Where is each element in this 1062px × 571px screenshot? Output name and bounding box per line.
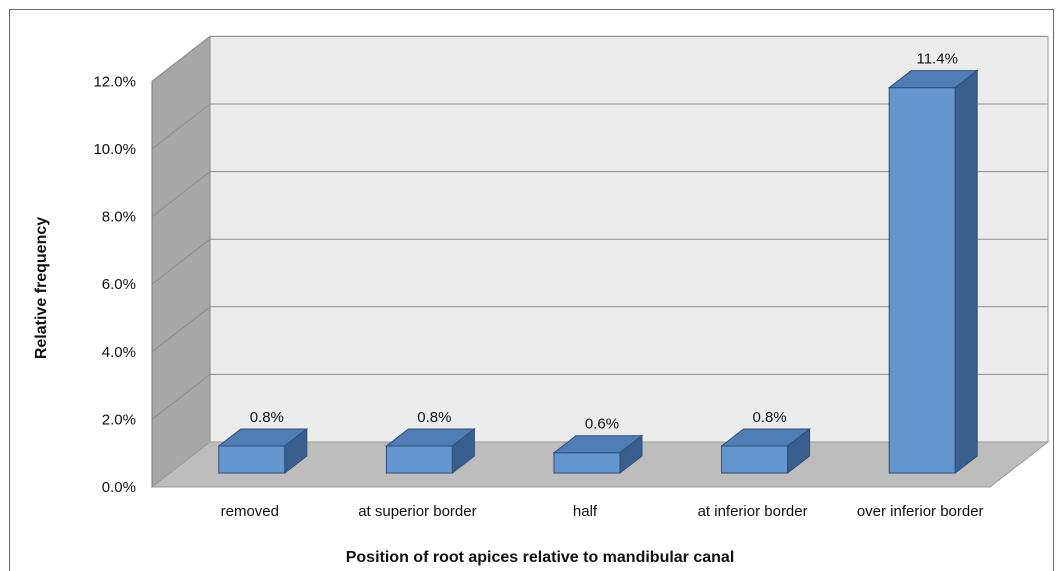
- bar: [218, 445, 286, 474]
- x-tick-label: at inferior border: [698, 503, 808, 520]
- data-label: 0.6%: [585, 416, 619, 433]
- bar: [385, 445, 453, 474]
- data-label: 0.8%: [752, 409, 786, 426]
- bars: 0.8% 0.8% 0.6% 0.8% 11.4%: [217, 51, 979, 475]
- y-tick-labels: 0.0% 2.0% 4.0% 6.0% 8.0% 10.0% 12.0%: [93, 73, 136, 496]
- bar: [721, 445, 789, 474]
- y-tick-label: 12.0%: [93, 73, 136, 90]
- bar-side: [954, 69, 978, 475]
- x-axis-title: Position of root apices relative to mand…: [346, 549, 735, 566]
- gridline-side: [151, 306, 211, 353]
- y-axis-title: Relative frequency: [33, 217, 50, 359]
- y-tick-label: 8.0%: [102, 209, 136, 226]
- gridline-side: [151, 103, 211, 150]
- y-tick-label: 4.0%: [102, 344, 136, 361]
- y-tick-label: 2.0%: [102, 411, 136, 428]
- y-tick-label: 6.0%: [102, 276, 136, 293]
- x-tick-labels: removed at superior border half at inferior…: [221, 503, 984, 520]
- bar: [553, 452, 621, 474]
- y-tick-label: 0.0%: [102, 479, 136, 496]
- gridline-side: [151, 171, 211, 217]
- data-label: 0.8%: [417, 409, 451, 426]
- data-label: 11.4%: [916, 51, 957, 68]
- x-tick-label: over inferior border: [857, 503, 984, 520]
- x-tick-label: half: [573, 503, 598, 520]
- x-tick-label: at superior border: [358, 503, 476, 520]
- bar-side: [284, 427, 308, 475]
- gridline-side: [151, 36, 211, 82]
- bar-side: [787, 427, 811, 475]
- bar: [888, 87, 956, 474]
- x-tick-label: removed: [221, 503, 279, 520]
- bar-side: [619, 434, 643, 475]
- gridline-side: [151, 238, 211, 285]
- data-label: 0.8%: [250, 409, 284, 426]
- bar-side: [451, 427, 475, 475]
- gridline-side: [151, 374, 211, 420]
- y-tick-label: 10.0%: [93, 141, 136, 158]
